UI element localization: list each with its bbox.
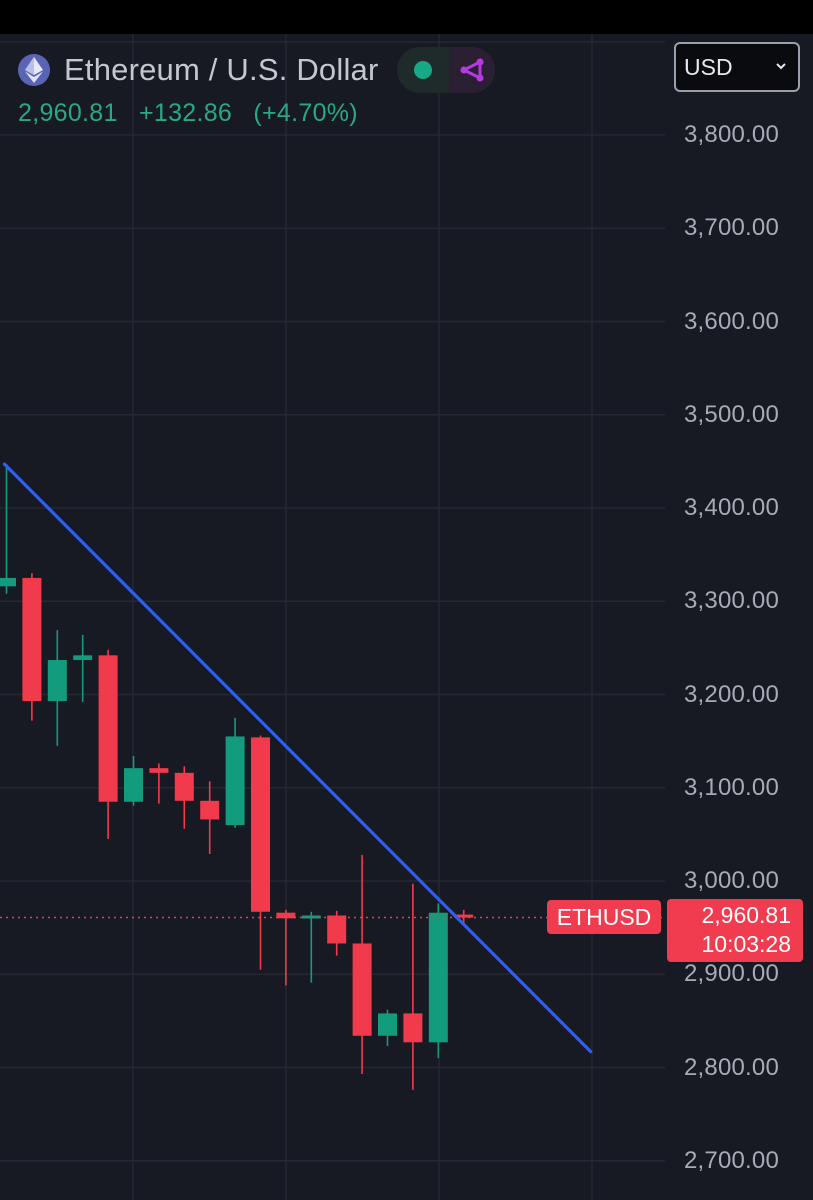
y-tick-label: 3,100.00 [684, 773, 780, 801]
top-black-bar [0, 0, 813, 34]
candle [352, 854, 372, 1075]
y-tick-label: 3,600.00 [684, 307, 780, 335]
candle-body [124, 768, 143, 802]
y-tick-label: 3,300.00 [684, 587, 780, 615]
candle [378, 1009, 397, 1047]
y-tick-label: 2,800.00 [684, 1053, 780, 1081]
candle [73, 634, 93, 702]
candle-body [200, 800, 220, 820]
symbol-price-tag: ETHUSD [547, 900, 661, 934]
tag-price-value: 2,960.81 [701, 902, 791, 928]
y-tick-label: 3,800.00 [684, 121, 780, 148]
candle-body [47, 659, 67, 702]
candle [327, 910, 347, 956]
candle-body [73, 655, 93, 660]
y-tick-label: 3,200.00 [684, 680, 780, 708]
candle [276, 909, 296, 986]
candle-body [149, 768, 169, 773]
candlestick-plot [0, 462, 665, 1090]
candle [47, 630, 67, 746]
candle [403, 883, 423, 1090]
chevron-down-icon [776, 63, 786, 70]
candle-body [22, 577, 42, 702]
candle [149, 763, 169, 804]
y-tick-label: 3,700.00 [684, 214, 780, 242]
y-tick-label: 3,500.00 [684, 400, 780, 428]
candle-body [378, 1013, 397, 1036]
currency-select[interactable]: USD [674, 42, 800, 92]
market-open-indicator[interactable] [397, 47, 449, 93]
candle-body [276, 912, 296, 919]
candle-body [301, 915, 321, 919]
candle [174, 766, 194, 829]
price-summary: 2,960.81 +132.86 (+4.70%) [18, 99, 372, 128]
last-price: 2,960.81 [18, 99, 118, 127]
candle-body [0, 577, 16, 587]
candle-body [251, 737, 270, 912]
y-tick-label: 2,900.00 [684, 960, 780, 988]
y-tick-label: 3,000.00 [684, 867, 780, 894]
candle-body [174, 772, 194, 801]
candle [200, 781, 220, 854]
candle-body [225, 736, 245, 826]
candle [301, 911, 321, 983]
market-open-dot-icon [413, 61, 432, 79]
candle [22, 573, 42, 721]
candle [251, 735, 270, 970]
share-icon [460, 58, 484, 82]
candle [428, 903, 448, 1059]
candle-body [327, 915, 347, 944]
price-change-percent: (+4.70%) [253, 99, 358, 127]
candle-body [454, 914, 474, 918]
ethereum-icon [18, 54, 50, 86]
y-tick-label: 2,700.00 [684, 1146, 780, 1174]
candle-body [352, 943, 372, 1036]
candle-body [403, 1013, 423, 1043]
y-tick-label: 3,400.00 [684, 494, 780, 521]
last-price-tag: 2,960.81 10:03:28 [667, 899, 803, 962]
chart-area[interactable] [0, 34, 813, 1200]
candle-body [98, 655, 118, 802]
candle-body [428, 912, 448, 1043]
tag-countdown: 10:03:28 [701, 931, 791, 957]
symbol-header[interactable]: Ethereum / U.S. Dollar [18, 47, 495, 93]
status-pill[interactable] [396, 47, 495, 93]
candle [0, 464, 16, 594]
candle [124, 756, 143, 806]
candle [98, 649, 118, 840]
symbol-title[interactable]: Ethereum / U.S. Dollar [64, 52, 379, 87]
price-change: +132.86 [138, 99, 233, 127]
candle [225, 717, 245, 828]
trendline [2, 462, 593, 1054]
currency-value: USD [684, 53, 733, 80]
share-icon-button[interactable] [448, 47, 495, 93]
